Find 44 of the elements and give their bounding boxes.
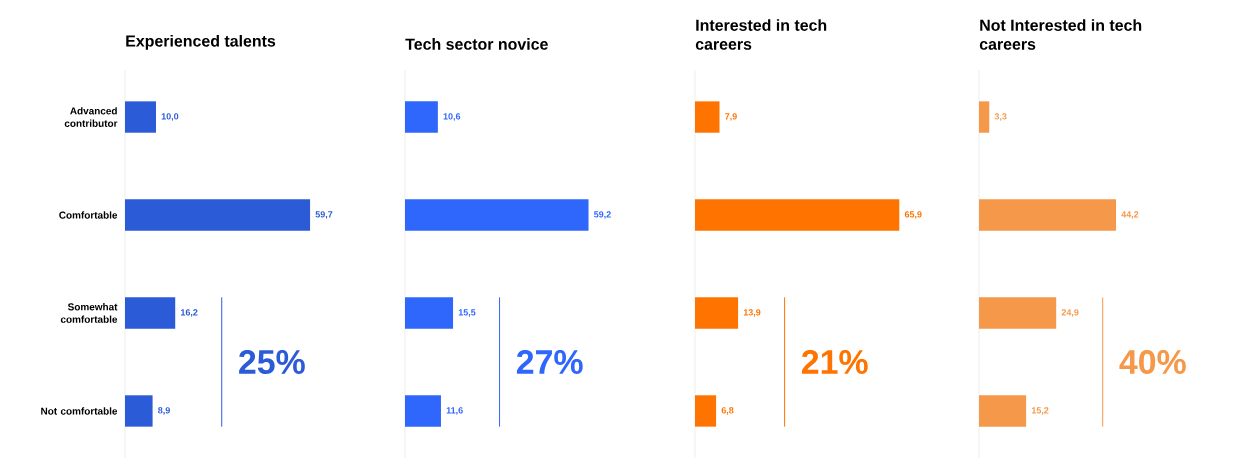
- y-tick-label: Comfortable: [59, 211, 118, 219]
- annotation: 25%: [239, 349, 305, 374]
- bar: [695, 297, 739, 329]
- bar: [405, 395, 441, 427]
- bar: [979, 395, 1027, 427]
- annotation: 27%: [516, 350, 583, 374]
- data-label: 10,0: [161, 113, 179, 121]
- data-label: 6,8: [721, 407, 734, 415]
- data-label: 10,6: [443, 113, 461, 121]
- y-tick-label: Not comfortable: [41, 407, 118, 415]
- data-label: 7,9: [725, 113, 737, 121]
- bar: [695, 101, 720, 133]
- bar: [405, 297, 454, 329]
- bar: [405, 101, 438, 133]
- bar: [405, 199, 589, 231]
- y-tick-label: Somewhat comfortable: [60, 303, 118, 323]
- data-label: 11,6: [446, 407, 463, 415]
- data-label: 3,3: [994, 113, 1007, 121]
- bar: [125, 199, 311, 231]
- data-label: 15,2: [1031, 407, 1049, 415]
- data-label: 59,2: [594, 211, 611, 219]
- data-label: 65,9: [904, 211, 922, 219]
- bar: [695, 395, 717, 427]
- chart-title: Tech sector novice: [405, 38, 548, 50]
- text: 40%: [1119, 349, 1186, 374]
- data-label: 8,9: [158, 407, 170, 415]
- bar: [125, 297, 176, 329]
- chart-title: Experienced talents: [126, 34, 276, 50]
- annotation: 21%: [801, 350, 868, 374]
- chart-title: Interested in tech careers: [695, 19, 827, 50]
- bar: [979, 101, 990, 133]
- chart-title: Not Interested in tech careers: [979, 19, 1142, 50]
- bar: [125, 395, 153, 427]
- data-label: 15,5: [458, 309, 476, 317]
- data-label: 16,2: [180, 309, 198, 317]
- bar: [695, 199, 900, 231]
- data-label: 44,2: [1121, 211, 1139, 219]
- bar: [979, 297, 1057, 329]
- data-label: 24,9: [1061, 309, 1079, 317]
- data-label: 59,7: [315, 211, 333, 219]
- bar: [125, 101, 156, 133]
- y-tick-label: Advanced contributor: [64, 107, 118, 127]
- bar: [979, 199, 1117, 231]
- data-label: 13,9: [743, 309, 761, 317]
